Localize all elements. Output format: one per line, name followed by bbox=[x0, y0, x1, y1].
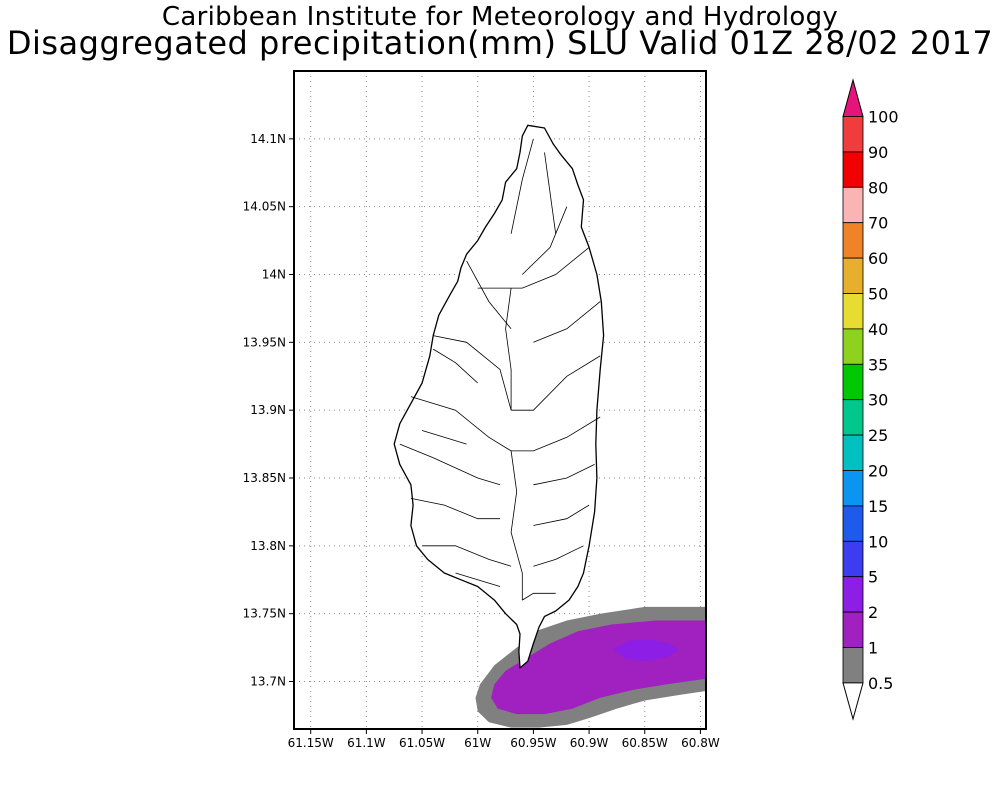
colorbar-bottom-arrow bbox=[842, 682, 864, 721]
colorbar-label: 25 bbox=[868, 426, 888, 445]
watershed-boundary bbox=[511, 416, 601, 452]
lon-tick-label: 61W bbox=[464, 736, 491, 750]
colorbar-box bbox=[842, 116, 864, 153]
watershed-boundary bbox=[510, 138, 534, 234]
colorbar-label: 60 bbox=[868, 249, 888, 268]
colorbar-box bbox=[842, 363, 864, 401]
watershed-boundary bbox=[477, 247, 590, 289]
lat-tick-label: 13.9N bbox=[250, 403, 286, 417]
plot-frame bbox=[293, 70, 707, 730]
colorbar-label: 80 bbox=[868, 178, 888, 197]
watershed-boundary bbox=[533, 504, 590, 526]
colorbar-box bbox=[842, 611, 864, 648]
chart-subtitle: Disaggregated precipitation(mm) SLU Vali… bbox=[6, 24, 994, 62]
watershed-boundary bbox=[422, 545, 512, 567]
watershed-boundary bbox=[511, 355, 601, 411]
lat-tick-label: 14.05N bbox=[243, 200, 286, 214]
colorbar-label: 35 bbox=[868, 355, 888, 374]
watershed-boundary bbox=[522, 206, 568, 275]
colorbar-box bbox=[842, 470, 864, 507]
watershed-boundary bbox=[410, 498, 500, 520]
lon-tick-label: 61.1W bbox=[347, 736, 386, 750]
colorbar-box bbox=[842, 186, 864, 224]
watershed-boundary bbox=[522, 592, 556, 601]
colorbar-box bbox=[842, 328, 864, 365]
watershed-boundary bbox=[466, 260, 512, 330]
colorbar-label: 15 bbox=[868, 497, 888, 516]
colorbar-top-arrow bbox=[842, 78, 864, 117]
lon-tick-label: 60.85W bbox=[622, 736, 668, 750]
watershed-boundary bbox=[544, 152, 557, 234]
colorbar-label: 10 bbox=[868, 532, 888, 551]
lat-tick-label: 13.8N bbox=[250, 539, 286, 553]
lat-tick-label: 13.85N bbox=[243, 471, 286, 485]
colorbar-label: 30 bbox=[868, 391, 888, 410]
watershed-boundary bbox=[510, 450, 523, 601]
lat-tick-label: 13.75N bbox=[243, 607, 286, 621]
colorbar-label: 2 bbox=[868, 603, 878, 622]
colorbar-box bbox=[842, 151, 864, 188]
colorbar-box bbox=[842, 540, 864, 578]
watershed-boundary bbox=[432, 348, 478, 384]
colorbar-label: 40 bbox=[868, 320, 888, 339]
lon-tick-label: 60.8W bbox=[681, 736, 720, 750]
colorbar-box bbox=[842, 399, 864, 436]
island-coastline bbox=[393, 124, 605, 669]
chart-title: Caribbean Institute for Meteorology and … bbox=[161, 2, 839, 32]
axes: 61.15W 61.1W 61.05W 61W 60.95W 60.9W 60.85W 60.… bbox=[243, 132, 720, 750]
precip-area-2-5 bbox=[613, 639, 679, 662]
lat-tick-label: 14.1N bbox=[250, 132, 286, 146]
lon-tick-label: 60.9W bbox=[570, 736, 609, 750]
lat-tick-label: 13.95N bbox=[243, 335, 286, 349]
colorbar-label: 5 bbox=[868, 568, 878, 587]
colorbar-label: 100 bbox=[868, 108, 899, 127]
colorbar-label: 1 bbox=[868, 639, 878, 658]
watershed-boundary bbox=[455, 572, 501, 587]
colorbar-box bbox=[842, 222, 864, 259]
colorbar-box bbox=[842, 434, 864, 471]
lat-tick-label: 14N bbox=[262, 268, 286, 282]
colorbar-box bbox=[842, 293, 864, 330]
colorbar-label: 0.5 bbox=[868, 674, 893, 693]
watershed-boundary bbox=[399, 443, 501, 486]
watershed-boundary bbox=[533, 545, 584, 567]
watershed-boundary bbox=[505, 288, 512, 411]
watershed-boundary bbox=[421, 430, 467, 445]
watershed-boundary bbox=[433, 335, 512, 411]
colorbar-box bbox=[842, 576, 864, 613]
island-st-lucia bbox=[393, 124, 605, 669]
colorbar-box bbox=[842, 257, 864, 294]
watershed-boundary bbox=[533, 464, 595, 486]
lon-tick-label: 61.05W bbox=[399, 736, 445, 750]
lat-tick-label: 13.7N bbox=[250, 675, 286, 689]
colorbar-label: 20 bbox=[868, 462, 888, 481]
watershed-boundary bbox=[410, 396, 512, 452]
colorbar-box bbox=[842, 647, 864, 684]
lon-tick-label: 60.95W bbox=[510, 736, 556, 750]
colorbar-label: 90 bbox=[868, 143, 888, 162]
colorbar-label: 70 bbox=[868, 214, 888, 233]
colorbar-label: 50 bbox=[868, 285, 888, 304]
watershed-boundary bbox=[533, 301, 601, 343]
lon-tick-label: 61.15W bbox=[288, 736, 334, 750]
colorbar-box bbox=[842, 505, 864, 542]
